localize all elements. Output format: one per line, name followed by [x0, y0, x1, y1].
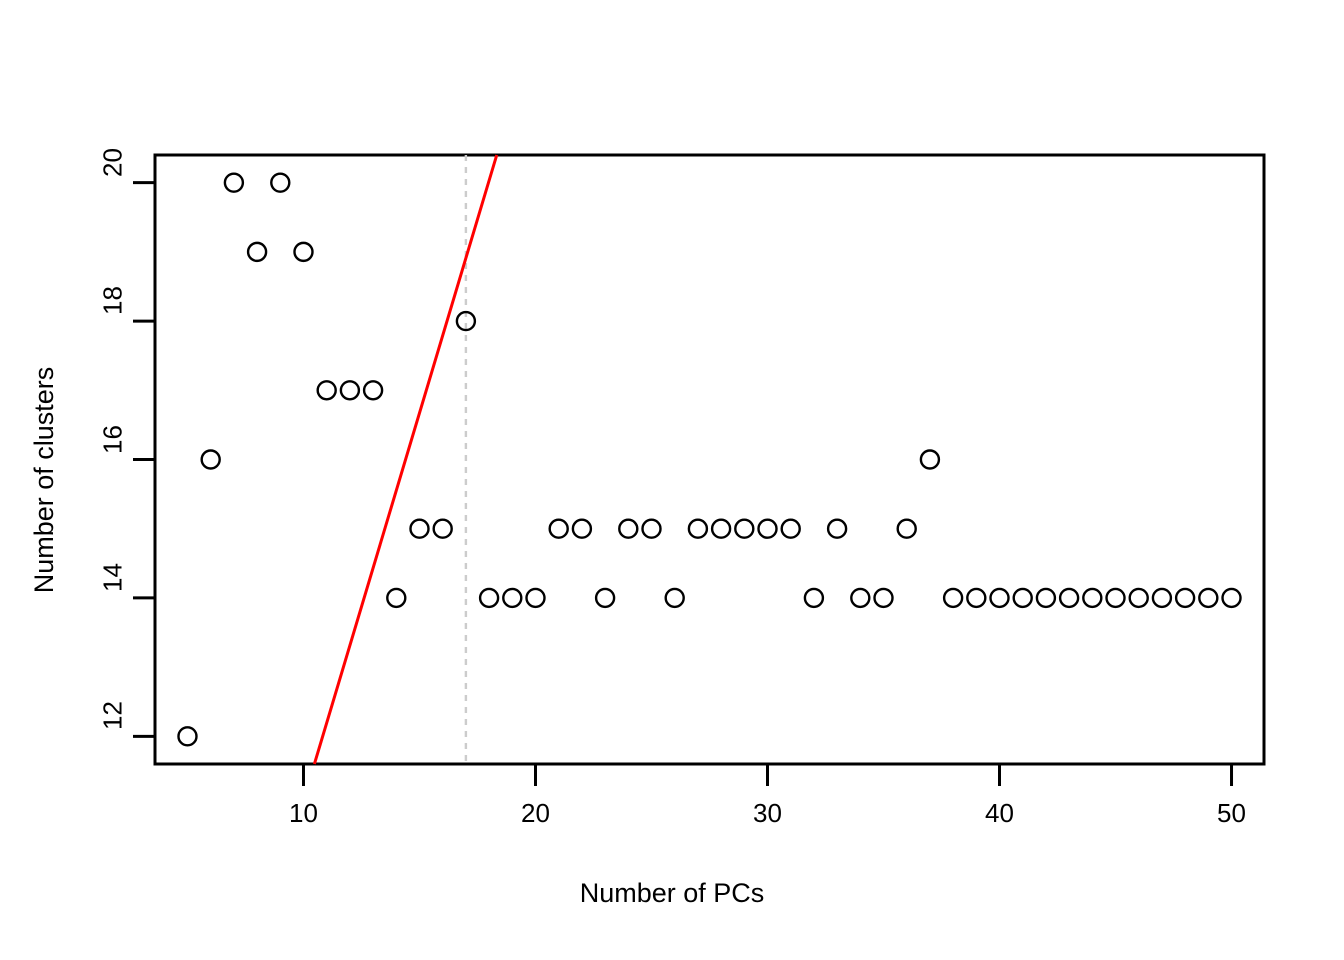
- y-axis-ticks: [133, 181, 155, 738]
- x-tick-label: 30: [753, 798, 782, 828]
- x-tick-label: 10: [289, 798, 318, 828]
- y-tick-label: 16: [97, 424, 128, 454]
- y-axis-title: Number of clusters: [29, 366, 59, 594]
- y-tick-label: 12: [97, 701, 128, 731]
- fitted-regression-line: [312, 154, 499, 765]
- x-tick-label: 50: [1217, 798, 1246, 828]
- y-tick-label: 14: [97, 562, 128, 592]
- data-points: [177, 172, 1242, 747]
- y-tick-label: 18: [97, 286, 128, 316]
- x-axis-ticks: [301, 764, 1234, 786]
- y-tick-label: 20: [97, 147, 128, 177]
- x-tick-label: 20: [521, 798, 550, 828]
- x-axis-title: Number of PCs: [579, 878, 765, 908]
- x-tick-label: 40: [985, 798, 1014, 828]
